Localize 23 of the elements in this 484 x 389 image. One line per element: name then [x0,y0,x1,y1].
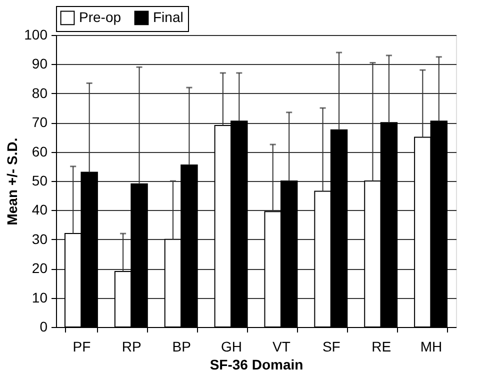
y-tick-label: 70 [32,114,48,130]
y-axis-title: Mean +/- S.D. [4,138,20,226]
y-tick-label: 0 [40,318,48,334]
x-tick-label: SF [322,338,340,354]
x-axis-title: SF-36 Domain [210,356,304,372]
y-tick-label: 60 [32,143,48,160]
x-tick-label: MH [420,338,442,354]
legend-label: Pre-op [79,8,122,25]
y-tick-label: 30 [32,230,48,247]
y-tick-label: 40 [32,202,48,218]
x-tick-label: GH [221,338,242,354]
legend-label: Final [153,8,184,25]
x-tick-label: RE [372,338,392,354]
y-tick-label: 90 [32,56,48,72]
y-tick-label: 80 [32,84,48,101]
x-tick-label: VT [272,338,291,354]
y-tick-label: 20 [32,260,48,276]
x-tick-label: RP [122,338,142,354]
x-tick-label: BP [172,338,191,354]
y-tick-label: 10 [32,289,48,306]
x-tick-label: PF [72,338,91,354]
y-tick-label: 50 [32,172,48,188]
y-tick-label: 100 [24,26,48,42]
